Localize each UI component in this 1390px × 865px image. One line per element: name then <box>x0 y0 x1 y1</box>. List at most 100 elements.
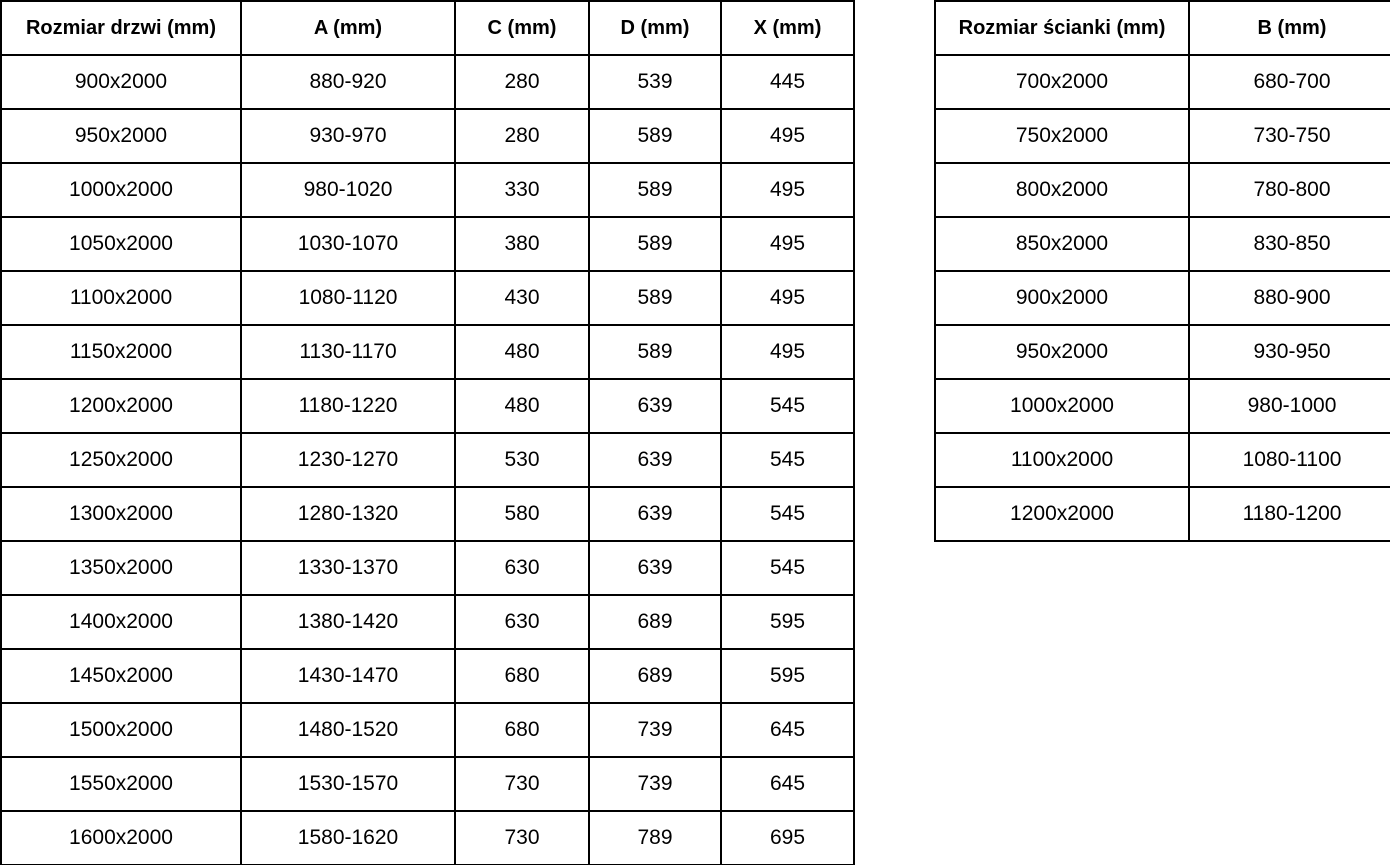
table-cell: 589 <box>588 324 722 380</box>
table-cell: 750x2000 <box>934 108 1190 164</box>
table-row: 1550x2000 1530-1570 730 739 645 <box>0 756 855 812</box>
table-row: 800x2000 780-800 <box>934 162 1390 218</box>
table-cell: 1230-1270 <box>240 432 456 488</box>
table-cell: 495 <box>720 216 855 272</box>
table-cell: 495 <box>720 108 855 164</box>
table-cell: 1100x2000 <box>0 270 242 326</box>
table-cell: 1200x2000 <box>934 486 1190 542</box>
table-row: 1100x2000 1080-1120 430 589 495 <box>0 270 855 326</box>
table-cell: 1100x2000 <box>934 432 1190 488</box>
table-cell: 739 <box>588 702 722 758</box>
table-cell: 1080-1120 <box>240 270 456 326</box>
table-row: 700x2000 680-700 <box>934 54 1390 110</box>
table-cell: 589 <box>588 108 722 164</box>
table-cell: 1300x2000 <box>0 486 242 542</box>
table-cell: 880-900 <box>1188 270 1390 326</box>
column-header: X (mm) <box>720 0 855 56</box>
table-row: 1400x2000 1380-1420 630 689 595 <box>0 594 855 650</box>
table-row: 850x2000 830-850 <box>934 216 1390 272</box>
table-cell: 695 <box>720 810 855 865</box>
table-cell: 645 <box>720 756 855 812</box>
table-cell: 689 <box>588 648 722 704</box>
table-row: 1300x2000 1280-1320 580 639 545 <box>0 486 855 542</box>
table-cell: 1180-1220 <box>240 378 456 434</box>
table-cell: 630 <box>454 594 590 650</box>
table-cell: 1600x2000 <box>0 810 242 865</box>
table-cell: 1530-1570 <box>240 756 456 812</box>
table-cell: 1550x2000 <box>0 756 242 812</box>
table-cell: 800x2000 <box>934 162 1190 218</box>
table-row: 1200x2000 1180-1220 480 639 545 <box>0 378 855 434</box>
table-cell: 680 <box>454 648 590 704</box>
table-cell: 495 <box>720 324 855 380</box>
table-row: 1500x2000 1480-1520 680 739 645 <box>0 702 855 758</box>
table-row: 750x2000 730-750 <box>934 108 1390 164</box>
table-cell: 1000x2000 <box>934 378 1190 434</box>
table-cell: 595 <box>720 594 855 650</box>
table-cell: 1450x2000 <box>0 648 242 704</box>
table-cell: 580 <box>454 486 590 542</box>
table-cell: 950x2000 <box>0 108 242 164</box>
table-cell: 539 <box>588 54 722 110</box>
table-row: 950x2000 930-950 <box>934 324 1390 380</box>
table-cell: 639 <box>588 378 722 434</box>
table-cell: 545 <box>720 540 855 596</box>
table-cell: 639 <box>588 486 722 542</box>
table-cell: 730 <box>454 756 590 812</box>
table-cell: 1500x2000 <box>0 702 242 758</box>
table-cell: 789 <box>588 810 722 865</box>
door-size-table: Rozmiar drzwi (mm) A (mm) C (mm) D (mm) X (m… <box>0 0 855 865</box>
table-row: 1000x2000 980-1000 <box>934 378 1390 434</box>
table-cell: 1180-1200 <box>1188 486 1390 542</box>
table-cell: 1080-1100 <box>1188 432 1390 488</box>
table-cell: 1050x2000 <box>0 216 242 272</box>
table-cell: 495 <box>720 270 855 326</box>
table-cell: 780-800 <box>1188 162 1390 218</box>
table-cell: 900x2000 <box>0 54 242 110</box>
table-cell: 639 <box>588 432 722 488</box>
table-row: 900x2000 880-900 <box>934 270 1390 326</box>
table-row: 950x2000 930-970 280 589 495 <box>0 108 855 164</box>
table-cell: 1580-1620 <box>240 810 456 865</box>
table-cell: 595 <box>720 648 855 704</box>
table-row: 1050x2000 1030-1070 380 589 495 <box>0 216 855 272</box>
table-cell: 680 <box>454 702 590 758</box>
table-cell: 700x2000 <box>934 54 1190 110</box>
column-header: A (mm) <box>240 0 456 56</box>
header-row: Rozmiar ścianki (mm) B (mm) <box>934 0 1390 56</box>
table-cell: 645 <box>720 702 855 758</box>
table-row: 900x2000 880-920 280 539 445 <box>0 54 855 110</box>
table-cell: 280 <box>454 54 590 110</box>
table-cell: 1280-1320 <box>240 486 456 542</box>
table-cell: 1250x2000 <box>0 432 242 488</box>
column-header: C (mm) <box>454 0 590 56</box>
table-cell: 1380-1420 <box>240 594 456 650</box>
table-cell: 1130-1170 <box>240 324 456 380</box>
table-cell: 1350x2000 <box>0 540 242 596</box>
table-cell: 950x2000 <box>934 324 1190 380</box>
column-header: Rozmiar ścianki (mm) <box>934 0 1190 56</box>
wall-panel-size-table: Rozmiar ścianki (mm) B (mm) 700x2000 680-70… <box>934 0 1390 542</box>
table-cell: 739 <box>588 756 722 812</box>
table-cell: 330 <box>454 162 590 218</box>
table-cell: 1330-1370 <box>240 540 456 596</box>
column-header: D (mm) <box>588 0 722 56</box>
table-cell: 495 <box>720 162 855 218</box>
table-row: 1350x2000 1330-1370 630 639 545 <box>0 540 855 596</box>
table-cell: 280 <box>454 108 590 164</box>
table-cell: 589 <box>588 270 722 326</box>
table-cell: 880-920 <box>240 54 456 110</box>
table-cell: 530 <box>454 432 590 488</box>
header-row: Rozmiar drzwi (mm) A (mm) C (mm) D (mm) X (m… <box>0 0 855 56</box>
table-cell: 1400x2000 <box>0 594 242 650</box>
table-cell: 850x2000 <box>934 216 1190 272</box>
table-cell: 380 <box>454 216 590 272</box>
table-cell: 980-1000 <box>1188 378 1390 434</box>
column-header: B (mm) <box>1188 0 1390 56</box>
table-cell: 1030-1070 <box>240 216 456 272</box>
table-cell: 589 <box>588 162 722 218</box>
table-cell: 430 <box>454 270 590 326</box>
table-cell: 1150x2000 <box>0 324 242 380</box>
table-cell: 630 <box>454 540 590 596</box>
